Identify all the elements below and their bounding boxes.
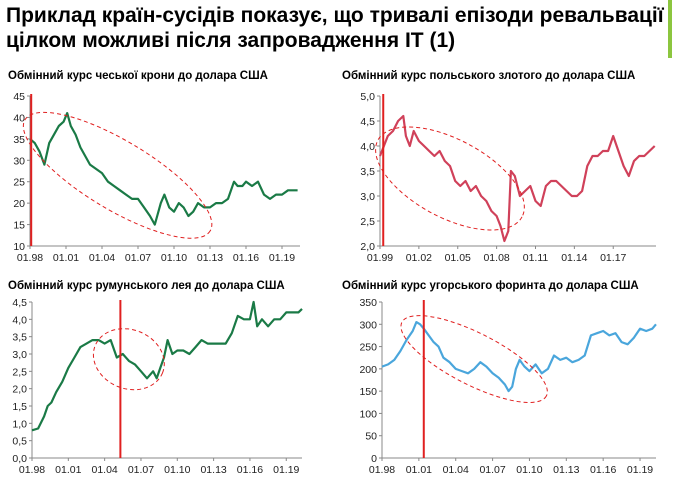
x-tick-label: 01.16 bbox=[233, 252, 259, 264]
y-tick-label: 200 bbox=[359, 364, 377, 376]
x-tick-label: 01.17 bbox=[600, 252, 626, 264]
x-tick-label: 01.01 bbox=[55, 464, 81, 476]
x-tick-label: 01.13 bbox=[197, 252, 223, 264]
y-tick-label: 25 bbox=[13, 177, 25, 189]
series-line bbox=[29, 112, 298, 226]
chart-czk: 10 15 20 25 30 35 40 45 01.98 01.01 01.04 01.07 01.1… bbox=[13, 91, 300, 264]
chart-title-pln: Обмінний курс польського злотого до дола… bbox=[342, 70, 636, 82]
x-tick-label: 01.05 bbox=[445, 252, 471, 264]
chart-panel-ron: Обмінний курс румунського лея до долара … bbox=[0, 274, 338, 486]
chart-huf: 0 50 100 150 200 250 300 350 01.98 01.01 01.04 01.0… bbox=[359, 297, 657, 476]
x-tick-label: 01.01 bbox=[53, 252, 79, 264]
y-tick-label: 100 bbox=[359, 408, 377, 420]
x-tick-label: 01.08 bbox=[483, 252, 509, 264]
y-tick-label: 300 bbox=[359, 319, 377, 331]
y-tick-label: 1,0 bbox=[12, 418, 27, 430]
y-tick-label: 45 bbox=[13, 91, 25, 103]
y-tick-label: 15 bbox=[13, 220, 25, 232]
y-tick-label: 4,0 bbox=[12, 314, 27, 326]
y-tick-label: 3,0 bbox=[360, 191, 375, 203]
x-tick-label: 01.19 bbox=[627, 464, 653, 476]
y-tick-label: 4,5 bbox=[12, 297, 27, 309]
y-tick-label: 250 bbox=[359, 342, 377, 354]
series-line bbox=[378, 114, 656, 243]
y-tick-label: 5,0 bbox=[360, 91, 375, 103]
y-tick-label: 4,5 bbox=[360, 116, 375, 128]
chart-panel-czk: Обмінний курс чеської крони до долара СШ… bbox=[0, 64, 338, 270]
x-tick-label: 01.01 bbox=[406, 464, 432, 476]
x-tick-label: 01.07 bbox=[479, 464, 505, 476]
page-title: Приклад країн-сусідів показує, що тривал… bbox=[6, 3, 671, 53]
y-tick-label: 3,5 bbox=[360, 166, 375, 178]
x-tick-label: 01.04 bbox=[92, 464, 118, 476]
y-tick-label: 2,0 bbox=[12, 384, 27, 396]
series-line bbox=[31, 300, 303, 432]
x-tick-label: 01.19 bbox=[273, 464, 299, 476]
x-tick-label: 01.13 bbox=[553, 464, 579, 476]
y-tick-label: 4,0 bbox=[360, 141, 375, 153]
revaluation-ellipse bbox=[375, 126, 525, 231]
x-tick-label: 01.07 bbox=[128, 464, 154, 476]
chart-title-ron: Обмінний курс румунського лея до долара … bbox=[8, 280, 285, 292]
y-tick-label: 50 bbox=[365, 431, 377, 443]
y-tick-label: 2,0 bbox=[360, 241, 375, 253]
chart-panel-huf: Обмінний курс угорського форинта до дола… bbox=[338, 274, 677, 486]
chart-ron: 0,0 0,5 1,0 1,5 2,0 2,5 3,0 3,5 4,0 4,5 01.98 01.01… bbox=[12, 297, 303, 476]
page-title-line-1: Приклад країн-сусідів показує, що тривал… bbox=[6, 4, 664, 27]
y-tick-label: 0,0 bbox=[12, 453, 27, 465]
x-tick-label: 01.16 bbox=[237, 464, 263, 476]
chart-pln: 2,0 2,5 3,0 3,5 4,0 4,5 5,0 01.99 01.02 01.05 01.0… bbox=[360, 91, 656, 264]
y-tick-label: 0,5 bbox=[12, 436, 27, 448]
accent-bar bbox=[668, 0, 672, 58]
y-tick-label: 3,0 bbox=[12, 349, 27, 361]
x-tick-label: 01.10 bbox=[164, 464, 190, 476]
y-tick-label: 40 bbox=[13, 112, 25, 124]
x-tick-label: 01.14 bbox=[561, 252, 587, 264]
x-tick-label: 01.16 bbox=[590, 464, 616, 476]
x-tick-label: 01.19 bbox=[269, 252, 295, 264]
x-tick-label: 01.13 bbox=[200, 464, 226, 476]
chart-panel-pln: Обмінний курс польського злотого до дола… bbox=[338, 64, 677, 270]
page-title-line-2: цілком можливі після запровадження ІТ (1… bbox=[6, 29, 456, 52]
y-tick-label: 20 bbox=[13, 198, 25, 210]
x-tick-label: 01.04 bbox=[89, 252, 115, 264]
chart-title-czk: Обмінний курс чеської крони до долара СШ… bbox=[8, 70, 268, 82]
y-tick-label: 10 bbox=[13, 241, 25, 253]
x-tick-label: 01.99 bbox=[367, 252, 393, 264]
y-tick-label: 2,5 bbox=[12, 366, 27, 378]
x-tick-label: 01.10 bbox=[161, 252, 187, 264]
y-tick-label: 350 bbox=[359, 297, 377, 309]
x-tick-label: 01.10 bbox=[516, 464, 542, 476]
chart-title-huf: Обмінний курс угорського форинта до дола… bbox=[342, 280, 639, 292]
x-tick-label: 01.98 bbox=[19, 464, 45, 476]
y-tick-label: 150 bbox=[359, 386, 377, 398]
revaluation-ellipse bbox=[92, 328, 165, 391]
y-tick-label: 35 bbox=[13, 134, 25, 146]
x-tick-label: 01.11 bbox=[523, 252, 549, 264]
x-tick-label: 01.98 bbox=[17, 252, 43, 264]
x-tick-label: 01.02 bbox=[406, 252, 432, 264]
y-tick-label: 0 bbox=[371, 453, 377, 465]
y-tick-label: 1,5 bbox=[12, 401, 27, 413]
x-tick-label: 01.98 bbox=[369, 464, 395, 476]
y-tick-label: 3,5 bbox=[12, 332, 27, 344]
x-tick-label: 01.04 bbox=[443, 464, 469, 476]
x-tick-label: 01.07 bbox=[125, 252, 151, 264]
y-tick-label: 2,5 bbox=[360, 216, 375, 228]
y-tick-label: 30 bbox=[13, 155, 25, 167]
revaluation-ellipse bbox=[22, 111, 213, 239]
revaluation-ellipse bbox=[400, 315, 548, 403]
